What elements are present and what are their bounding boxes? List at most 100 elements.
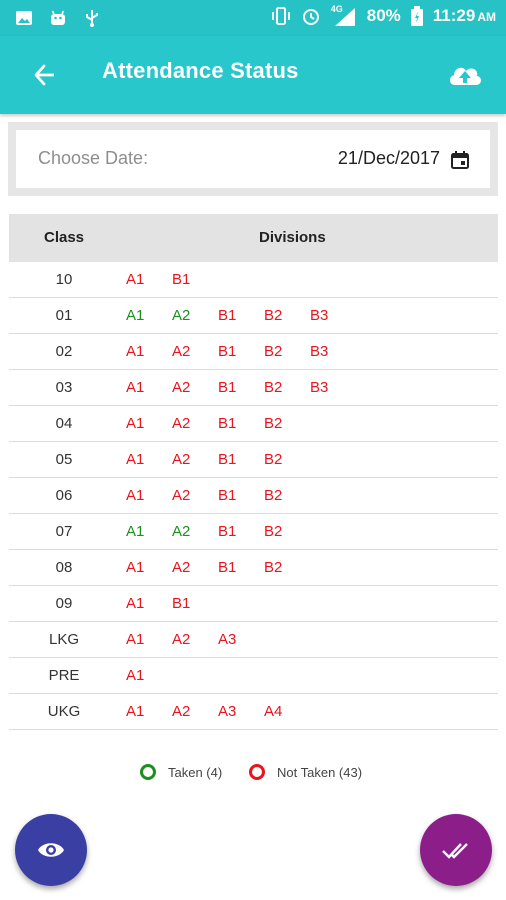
class-cell: 10 bbox=[55, 271, 73, 288]
class-cell: PRE bbox=[48, 667, 80, 684]
table-row[interactable]: PRE A1 bbox=[9, 658, 498, 694]
column-header-class: Class bbox=[43, 229, 85, 246]
division-not-taken[interactable]: A2 bbox=[172, 343, 191, 360]
division-not-taken[interactable]: B1 bbox=[218, 559, 237, 576]
table-row[interactable]: LKG A1 A2 A3 bbox=[9, 622, 498, 658]
division-not-taken[interactable]: A1 bbox=[126, 415, 145, 432]
division-not-taken[interactable]: A4 bbox=[264, 703, 283, 720]
taken-circle-icon bbox=[140, 764, 156, 780]
clock: 11:29 AM bbox=[433, 6, 496, 26]
class-cell: 08 bbox=[55, 559, 73, 576]
table-row[interactable]: 04 A1 A2 B1 B2 bbox=[9, 406, 498, 442]
image-icon bbox=[16, 11, 32, 25]
table-row[interactable]: 05 A1 A2 B1 B2 bbox=[9, 442, 498, 478]
clock-time: 11:29 bbox=[432, 6, 476, 25]
view-button[interactable] bbox=[15, 814, 87, 886]
division-not-taken[interactable]: A2 bbox=[172, 415, 191, 432]
division-taken[interactable]: A2 bbox=[172, 307, 191, 324]
division-not-taken[interactable]: A1 bbox=[126, 343, 145, 360]
eye-icon bbox=[38, 843, 64, 857]
class-cell: LKG bbox=[48, 631, 79, 648]
division-not-taken[interactable]: B1 bbox=[218, 415, 237, 432]
division-not-taken[interactable]: A2 bbox=[172, 559, 191, 576]
class-cell: 02 bbox=[55, 343, 73, 360]
legend-not-taken-label: Not Taken (43) bbox=[277, 764, 363, 780]
class-cell: 09 bbox=[55, 595, 73, 612]
division-not-taken[interactable]: A1 bbox=[126, 379, 145, 396]
division-not-taken[interactable]: A2 bbox=[172, 379, 191, 396]
not-taken-circle-icon bbox=[249, 764, 265, 780]
division-not-taken[interactable]: A3 bbox=[218, 703, 237, 720]
division-taken[interactable]: A2 bbox=[172, 523, 191, 540]
division-not-taken[interactable]: A2 bbox=[172, 703, 191, 720]
division-not-taken[interactable]: B1 bbox=[218, 451, 237, 468]
division-not-taken[interactable]: A1 bbox=[126, 559, 145, 576]
division-not-taken[interactable]: A1 bbox=[126, 631, 145, 648]
battery-icon bbox=[410, 6, 423, 26]
division-not-taken[interactable]: B2 bbox=[264, 307, 283, 324]
date-value[interactable]: 21/Dec/2017 bbox=[337, 148, 440, 168]
class-cell: 04 bbox=[55, 415, 73, 432]
table-row[interactable]: 07 A1 A2 B1 B2 bbox=[9, 514, 498, 550]
class-cell: 03 bbox=[55, 379, 73, 396]
attendance-table: 10 A1 B1 01 A1 A2 B1 B2 B3 02 A1 A2 B1 B2 B3 03 A1 A2 B1 B2… bbox=[9, 262, 498, 730]
division-not-taken[interactable]: B3 bbox=[310, 307, 329, 324]
alarm-icon bbox=[302, 9, 319, 25]
division-not-taken[interactable]: B2 bbox=[264, 379, 283, 396]
division-not-taken[interactable]: B3 bbox=[310, 379, 329, 396]
date-label: Choose Date: bbox=[38, 148, 149, 168]
column-header-divisions: Divisions bbox=[259, 229, 326, 246]
table-row[interactable]: 09 A1 B1 bbox=[9, 586, 498, 622]
date-picker-field[interactable]: Choose Date: 21/Dec/2017 bbox=[16, 130, 490, 188]
calendar-icon[interactable] bbox=[450, 150, 470, 170]
division-not-taken[interactable]: A1 bbox=[126, 667, 145, 684]
table-row[interactable]: UKG A1 A2 A3 A4 bbox=[9, 694, 498, 730]
class-cell: 07 bbox=[55, 523, 73, 540]
division-not-taken[interactable]: A3 bbox=[218, 631, 237, 648]
division-taken[interactable]: A1 bbox=[126, 307, 145, 324]
division-not-taken[interactable]: B1 bbox=[218, 523, 237, 540]
table-row[interactable]: 06 A1 A2 B1 B2 bbox=[9, 478, 498, 514]
division-not-taken[interactable]: A2 bbox=[172, 451, 191, 468]
division-not-taken[interactable]: A1 bbox=[126, 271, 145, 288]
clock-ampm: AM bbox=[477, 10, 496, 24]
table-row[interactable]: 03 A1 A2 B1 B2 B3 bbox=[9, 370, 498, 406]
division-not-taken[interactable]: B1 bbox=[218, 343, 237, 360]
class-cell: 01 bbox=[55, 307, 73, 324]
division-taken[interactable]: A1 bbox=[126, 523, 145, 540]
division-not-taken[interactable]: B2 bbox=[264, 451, 283, 468]
cloud-upload-icon[interactable] bbox=[446, 56, 484, 94]
division-not-taken[interactable]: B3 bbox=[310, 343, 329, 360]
division-not-taken[interactable]: A1 bbox=[126, 451, 145, 468]
division-not-taken[interactable]: B2 bbox=[264, 487, 283, 504]
division-not-taken[interactable]: B1 bbox=[172, 271, 191, 288]
division-not-taken[interactable]: B2 bbox=[264, 559, 283, 576]
table-row[interactable]: 02 A1 A2 B1 B2 B3 bbox=[9, 334, 498, 370]
division-not-taken[interactable]: B1 bbox=[218, 379, 237, 396]
division-not-taken[interactable]: A2 bbox=[172, 631, 191, 648]
division-not-taken[interactable]: B1 bbox=[218, 487, 237, 504]
division-not-taken[interactable]: B1 bbox=[172, 595, 191, 612]
legend: Taken (4) Not Taken (43) bbox=[0, 764, 506, 788]
submit-done-all-button[interactable] bbox=[420, 814, 492, 886]
status-bar-system: 4G 80% 11:29 AM bbox=[271, 4, 496, 26]
done-all-icon bbox=[442, 843, 468, 859]
division-not-taken[interactable]: B2 bbox=[264, 415, 283, 432]
table-row[interactable]: 01 A1 A2 B1 B2 B3 bbox=[9, 298, 498, 334]
app-bar: Attendance Status bbox=[0, 36, 506, 114]
class-cell: 06 bbox=[55, 487, 73, 504]
table-row[interactable]: 10 A1 B1 bbox=[9, 262, 498, 298]
division-not-taken[interactable]: B1 bbox=[218, 307, 237, 324]
division-not-taken[interactable]: A1 bbox=[126, 703, 145, 720]
network-type: 4G bbox=[330, 4, 343, 14]
division-not-taken[interactable]: A2 bbox=[172, 487, 191, 504]
arrow-back-icon[interactable] bbox=[30, 60, 60, 90]
android-icon bbox=[51, 10, 65, 25]
table-row[interactable]: 08 A1 A2 B1 B2 bbox=[9, 550, 498, 586]
division-not-taken[interactable]: A1 bbox=[126, 595, 145, 612]
division-not-taken[interactable]: B2 bbox=[264, 343, 283, 360]
signal-icon: 4G bbox=[330, 4, 357, 26]
division-not-taken[interactable]: B2 bbox=[264, 523, 283, 540]
legend-taken: Taken (4) bbox=[140, 764, 222, 780]
division-not-taken[interactable]: A1 bbox=[126, 487, 145, 504]
